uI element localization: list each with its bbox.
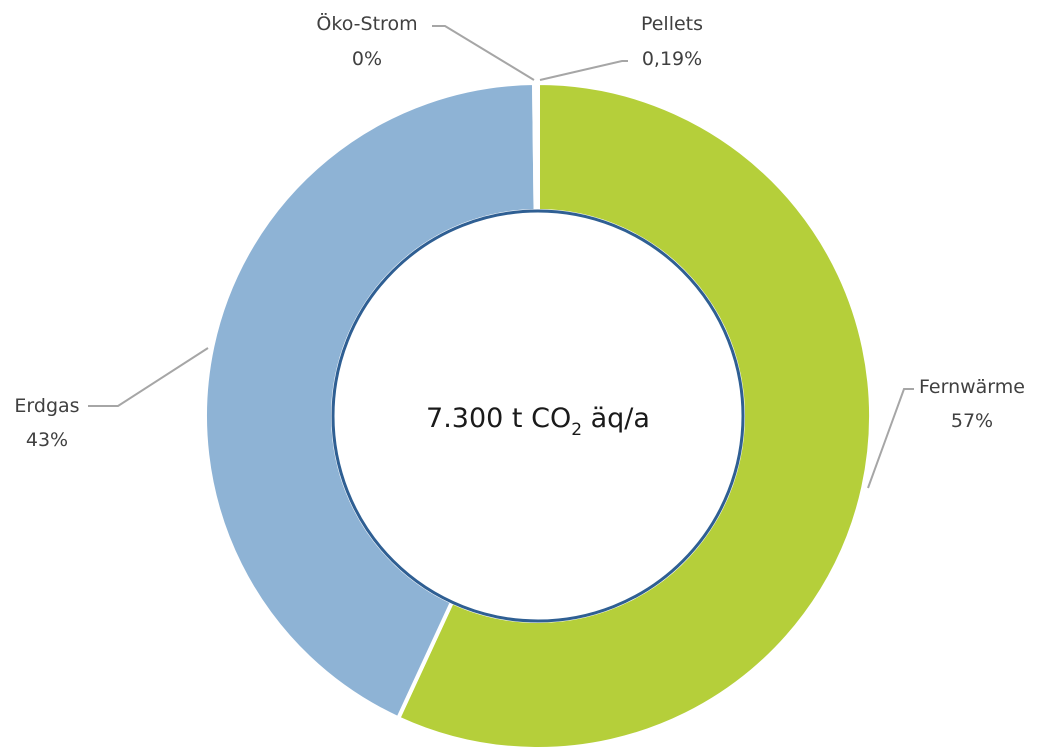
- slice-label-erdgas-value: 43%: [26, 429, 68, 451]
- slice-label-fernwaerme-name: Fernwärme: [919, 376, 1025, 398]
- donut-inner-edge: [331, 209, 745, 623]
- slice-label-pellets-value: 0,19%: [642, 48, 702, 70]
- leader-line-pellets: [539, 60, 628, 81]
- slice-label-oeko-strom-name: Öko-Strom: [316, 12, 417, 35]
- leader-line-erdgas: [88, 347, 209, 407]
- center-label-suffix: äq/a: [582, 403, 650, 434]
- leader-line-fernwaerme: [867, 388, 914, 489]
- leader-lines: [88, 25, 914, 489]
- leader-line-oeko-strom: [432, 25, 535, 81]
- center-label-subscript: 2: [571, 420, 582, 440]
- slice-pellets: [532, 80, 540, 214]
- slice-label-pellets-name: Pellets: [641, 13, 703, 35]
- slice-label-fernwaerme-value: 57%: [951, 410, 993, 432]
- slice-label-erdgas-name: Erdgas: [14, 395, 79, 417]
- center-label-prefix: 7.300 t CO: [426, 403, 571, 434]
- slice-label-oeko-strom-value: 0%: [352, 48, 382, 70]
- center-label: 7.300 t CO2 äq/a: [426, 403, 650, 440]
